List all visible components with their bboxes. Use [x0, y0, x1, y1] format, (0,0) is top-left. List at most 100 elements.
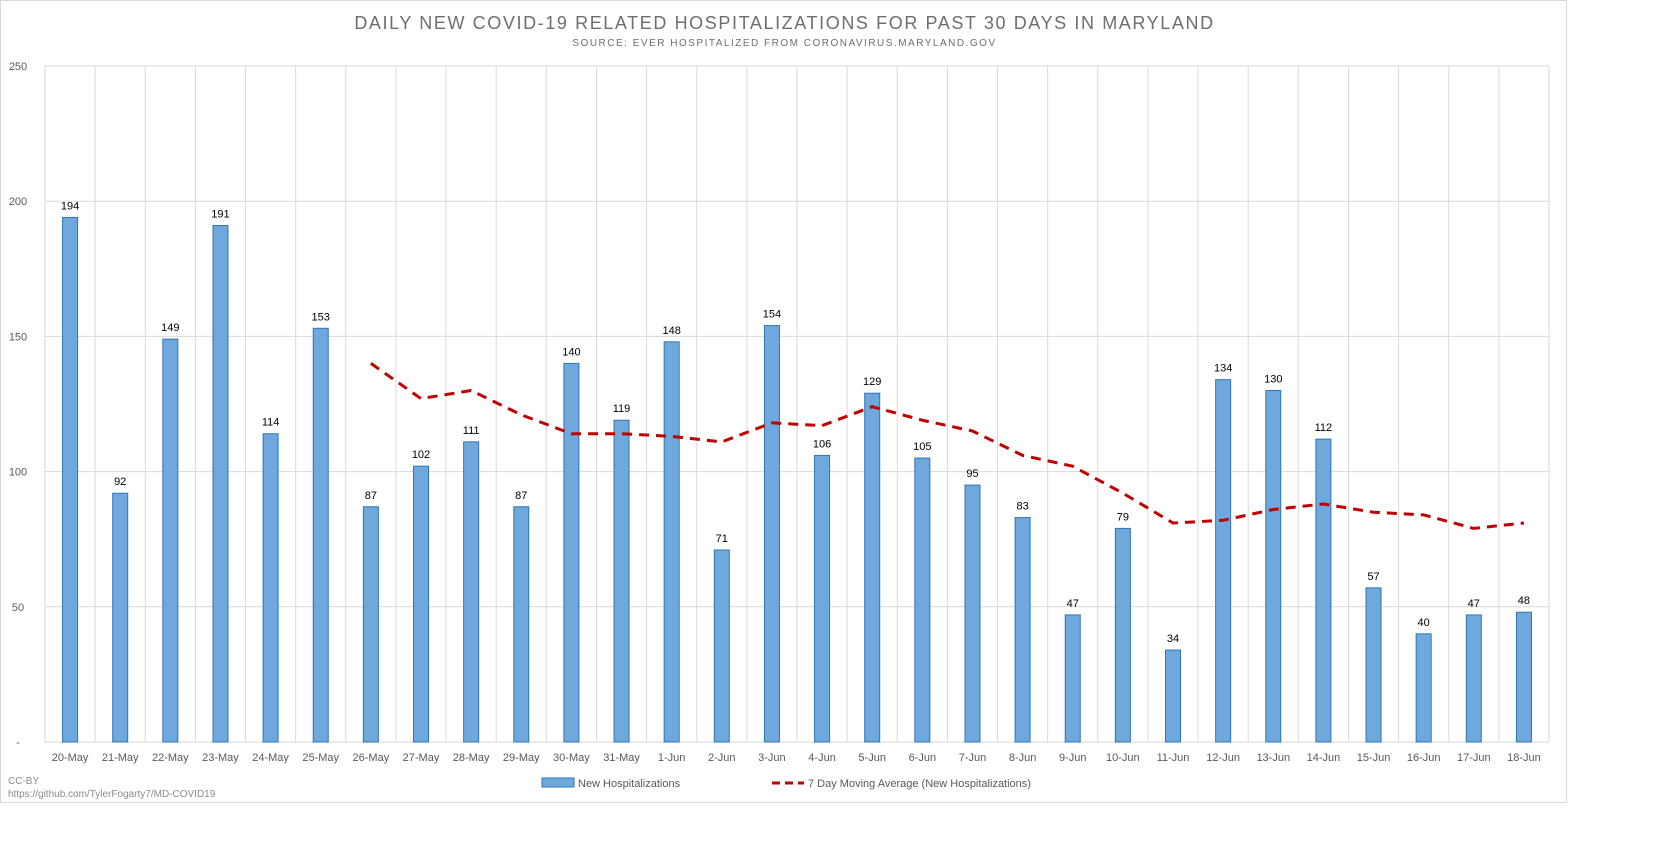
bar — [1165, 649, 1181, 743]
bar — [162, 338, 179, 743]
bar-data-label: 87 — [515, 490, 527, 502]
x-tick-label: 7-Jun — [959, 752, 987, 764]
x-tick-label: 27-May — [403, 752, 440, 764]
bar — [864, 392, 881, 743]
bar-data-label: 112 — [1315, 422, 1333, 434]
bar — [1365, 587, 1382, 743]
bar — [1114, 527, 1131, 743]
bar — [262, 433, 279, 743]
bar-data-label: 83 — [1016, 501, 1028, 513]
bar-data-label: 105 — [913, 441, 931, 453]
bar — [1014, 517, 1031, 743]
x-tick-label: 30-May — [553, 752, 590, 764]
bar — [914, 457, 931, 743]
bar-data-label: 114 — [262, 417, 280, 429]
x-tick-label: 24-May — [252, 752, 289, 764]
bar-data-label: 87 — [365, 490, 377, 502]
bar — [362, 506, 379, 743]
x-tick-label: 10-Jun — [1106, 752, 1140, 764]
bar-data-label: 148 — [662, 325, 680, 337]
bar — [1265, 389, 1282, 743]
x-tick-label: 29-May — [503, 752, 540, 764]
x-tick-label: 8-Jun — [1009, 752, 1037, 764]
bar — [1515, 611, 1532, 743]
x-tick-label: 15-Jun — [1357, 752, 1391, 764]
credit-license: CC-BY — [8, 776, 40, 787]
legend-label-line: 7 Day Moving Average (New Hospitalizatio… — [808, 778, 1031, 790]
bar-data-label: 134 — [1214, 363, 1232, 375]
bar — [312, 327, 329, 743]
bar — [763, 325, 780, 743]
bar — [513, 506, 530, 743]
moving-average-line — [370, 362, 1525, 530]
bar-data-label: 154 — [763, 309, 781, 321]
bar — [1465, 614, 1482, 743]
x-tick-label: 28-May — [453, 752, 490, 764]
bar-data-label: 47 — [1067, 598, 1079, 610]
bar — [613, 419, 630, 743]
x-tick-label: 2-Jun — [708, 752, 736, 764]
credit-url: https://github.com/TylerFogarty7/MD-COVI… — [8, 789, 216, 800]
x-tick-label: 12-Jun — [1206, 752, 1240, 764]
x-tick-label: 26-May — [353, 752, 390, 764]
bar-data-label: 57 — [1367, 571, 1379, 583]
bar-data-label: 153 — [312, 311, 330, 323]
bar-data-label: 119 — [613, 403, 631, 415]
x-tick-label: 23-May — [202, 752, 239, 764]
bar-data-label: 191 — [211, 209, 229, 221]
bar-data-label: 40 — [1418, 617, 1430, 629]
bar — [413, 465, 429, 743]
bar-data-label: 102 — [412, 449, 430, 461]
y-tick-label: 150 — [9, 331, 27, 343]
y-tick-label: 250 — [9, 61, 27, 73]
bar-data-label: 111 — [463, 425, 480, 437]
x-tick-label: 14-Jun — [1307, 752, 1341, 764]
bar — [1415, 633, 1432, 743]
bar — [1064, 614, 1081, 743]
bar-data-label: 92 — [114, 476, 126, 488]
bar-data-label: 149 — [161, 322, 179, 334]
bar — [964, 484, 981, 743]
chart-plot: - 50 100 150 200 250 194 20-May 92 21-May 149 22-Ma… — [9, 61, 1550, 790]
x-tick-label: 16-Jun — [1407, 752, 1441, 764]
x-tick-label: 25-May — [302, 752, 339, 764]
y-tick-label: 100 — [9, 467, 27, 479]
bar-data-label: 140 — [562, 346, 580, 358]
bar-data-label: 130 — [1264, 373, 1282, 385]
x-tick-label: 21-May — [102, 752, 139, 764]
bar — [663, 341, 680, 743]
chart-frame: DAILY NEW COVID-19 RELATED HOSPITALIZATI… — [0, 0, 1567, 803]
x-tick-label: 22-May — [152, 752, 189, 764]
bar-data-label: 47 — [1468, 598, 1480, 610]
bar-data-label: 34 — [1167, 633, 1179, 645]
x-tick-label: 9-Jun — [1059, 752, 1087, 764]
bar-data-label: 48 — [1518, 595, 1530, 607]
x-tick-label: 17-Jun — [1457, 752, 1491, 764]
legend-label-bars: New Hospitalizations — [578, 778, 681, 790]
x-tick-label: 13-Jun — [1256, 752, 1290, 764]
bar-data-label: 194 — [61, 200, 79, 212]
x-tick-label: 18-Jun — [1507, 752, 1541, 764]
x-tick-label: 3-Jun — [758, 752, 786, 764]
bar — [112, 492, 129, 743]
bar — [463, 441, 480, 743]
legend-swatch-bars — [541, 777, 575, 788]
x-tick-label: 4-Jun — [808, 752, 836, 764]
x-tick-label: 31-May — [603, 752, 640, 764]
x-tick-label: 11-Jun — [1157, 752, 1190, 764]
bar — [713, 549, 730, 743]
bar-data-label: 129 — [863, 376, 881, 388]
bar — [212, 225, 229, 743]
bar-data-label: 79 — [1117, 511, 1129, 523]
bar-data-label: 106 — [813, 438, 831, 450]
x-tick-label: 5-Jun — [858, 752, 886, 764]
bar — [1215, 379, 1232, 743]
x-tick-label: 6-Jun — [909, 752, 937, 764]
y-tick-label: 50 — [12, 602, 24, 614]
x-tick-label: 1-Jun — [658, 752, 686, 764]
x-tick-label: 20-May — [52, 752, 89, 764]
bar — [563, 362, 580, 743]
y-tick-label: 200 — [9, 196, 27, 208]
chart-title: DAILY NEW COVID-19 RELATED HOSPITALIZATI… — [354, 13, 1215, 33]
bar — [814, 454, 831, 743]
